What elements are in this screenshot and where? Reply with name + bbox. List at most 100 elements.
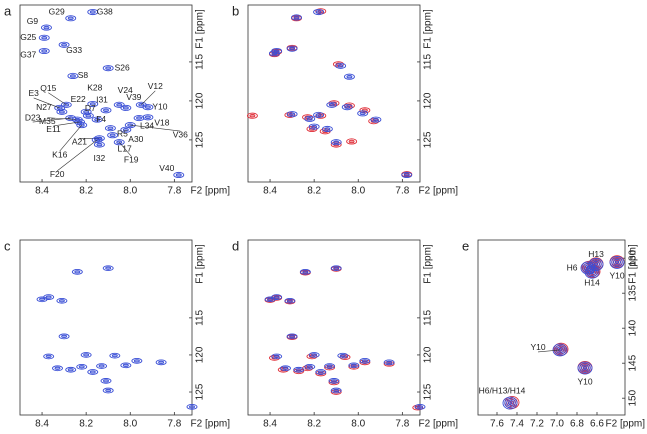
contour-ring bbox=[554, 344, 566, 355]
contour-ring bbox=[593, 262, 599, 267]
contour-ring bbox=[43, 25, 50, 30]
peak bbox=[80, 352, 92, 358]
contour-ring bbox=[60, 101, 72, 108]
contour-ring bbox=[611, 257, 623, 268]
contour-ring bbox=[107, 126, 114, 130]
contour-ring bbox=[372, 117, 379, 122]
contour-ring bbox=[89, 102, 96, 106]
contour-ring bbox=[579, 363, 591, 374]
peak-label: S26 bbox=[115, 62, 130, 72]
contour-ring bbox=[502, 396, 518, 410]
peak bbox=[36, 296, 48, 303]
leader-line bbox=[56, 139, 98, 172]
contour-ring bbox=[76, 122, 88, 129]
contour-ring bbox=[100, 107, 112, 114]
peak-label: R5 bbox=[117, 128, 128, 138]
contour-ring bbox=[337, 64, 344, 68]
peak-label: N27 bbox=[36, 102, 52, 112]
contour-ring bbox=[346, 74, 353, 79]
contour-ring bbox=[71, 269, 83, 275]
peak-label: Q15 bbox=[40, 83, 56, 93]
contour-ring bbox=[41, 49, 48, 53]
contour-ring bbox=[131, 358, 143, 364]
peak-label: Y10 bbox=[530, 342, 545, 352]
peak-label: K16 bbox=[52, 149, 67, 159]
peak-label: V12 bbox=[148, 81, 163, 91]
peak bbox=[109, 352, 121, 359]
peak bbox=[343, 73, 355, 80]
peak bbox=[120, 126, 132, 133]
contour-ring bbox=[557, 345, 565, 353]
x-tick-label: 8.2 bbox=[307, 419, 321, 430]
y-tick-label: 115 bbox=[423, 309, 434, 325]
peak bbox=[357, 110, 369, 117]
contour-ring bbox=[348, 362, 360, 369]
contour-ring bbox=[324, 127, 331, 131]
contour-ring bbox=[246, 112, 258, 119]
peak bbox=[104, 125, 116, 132]
y-tick-label: 120 bbox=[195, 92, 206, 109]
contour-ring bbox=[299, 269, 311, 275]
peak bbox=[341, 104, 353, 111]
x-tick-label: 6.8 bbox=[570, 419, 584, 430]
peak bbox=[96, 363, 108, 369]
contour-ring bbox=[586, 267, 598, 278]
contour-ring bbox=[113, 139, 125, 146]
contour-ring bbox=[67, 72, 79, 80]
contour-ring bbox=[155, 359, 167, 366]
x-tick-label: 8.4 bbox=[35, 186, 49, 197]
contour-ring bbox=[321, 125, 333, 133]
contour-ring bbox=[65, 366, 77, 373]
peak-label: H6/H13/H14 bbox=[479, 385, 526, 395]
contour-ring bbox=[328, 103, 335, 107]
x-tick-label: 7.8 bbox=[395, 186, 409, 197]
contour-ring bbox=[330, 387, 342, 394]
y-axis-label: F1 [ppm] bbox=[195, 9, 206, 49]
contour-ring bbox=[584, 265, 600, 279]
contour-ring bbox=[89, 370, 96, 374]
x-tick-label: 8.4 bbox=[263, 419, 277, 430]
contour-ring bbox=[104, 125, 116, 132]
peak bbox=[155, 359, 167, 366]
peak-label: G29 bbox=[49, 7, 65, 17]
contour-ring bbox=[311, 124, 318, 129]
peak-label: E11 bbox=[46, 124, 61, 134]
contour-ring bbox=[295, 368, 302, 372]
contour-ring bbox=[359, 111, 366, 116]
peak-label: V40 bbox=[159, 163, 174, 173]
peak bbox=[286, 45, 298, 52]
peak-label: A21 bbox=[72, 137, 87, 147]
peak bbox=[41, 24, 52, 31]
peak bbox=[293, 366, 305, 373]
peak bbox=[299, 269, 311, 275]
contour-ring bbox=[506, 399, 514, 407]
contour-ring bbox=[326, 101, 338, 108]
contour-ring bbox=[144, 115, 151, 120]
contour-ring bbox=[120, 362, 132, 369]
contour-ring bbox=[284, 111, 296, 118]
contour-ring bbox=[293, 15, 300, 20]
peak bbox=[102, 65, 114, 72]
contour-ring bbox=[271, 51, 278, 56]
peak bbox=[142, 114, 154, 121]
panel-letter: e bbox=[462, 238, 469, 253]
peak-label: K28 bbox=[87, 82, 102, 92]
plot-frame bbox=[19, 239, 193, 416]
contour-ring bbox=[58, 299, 65, 303]
peak bbox=[280, 365, 291, 372]
peak bbox=[304, 115, 316, 122]
x-tick-label: 8.2 bbox=[79, 186, 93, 197]
contour-ring bbox=[286, 45, 298, 52]
y-tick-label: 135 bbox=[628, 284, 639, 301]
contour-ring bbox=[67, 16, 74, 21]
contour-ring bbox=[337, 352, 349, 359]
contour-ring bbox=[56, 108, 68, 115]
contour-ring bbox=[333, 388, 340, 393]
contour-ring bbox=[552, 343, 568, 357]
panel-letter: a bbox=[4, 3, 12, 18]
contour-ring bbox=[313, 111, 325, 118]
plot-frame bbox=[247, 239, 421, 416]
contour-ring bbox=[284, 297, 296, 304]
contour-ring bbox=[74, 270, 81, 274]
contour-ring bbox=[326, 364, 333, 368]
